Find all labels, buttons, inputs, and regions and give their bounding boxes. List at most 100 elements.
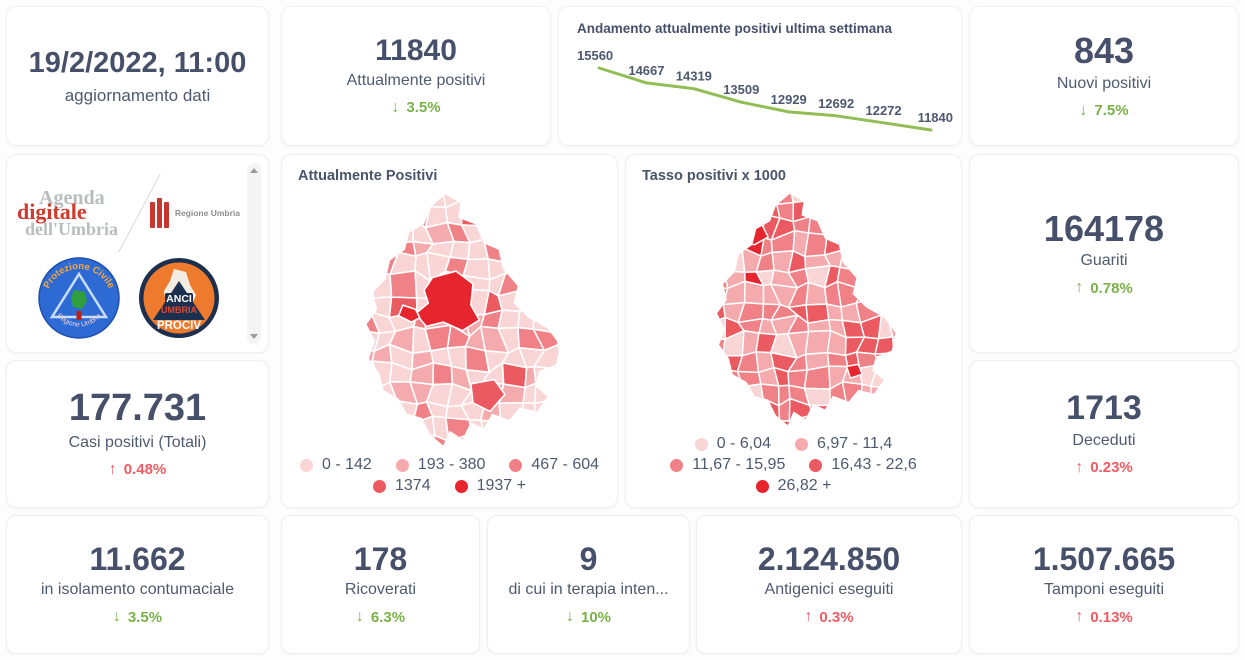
map-region[interactable]	[524, 439, 539, 454]
map-region[interactable]	[393, 400, 419, 425]
map-region[interactable]	[858, 197, 881, 226]
map-region[interactable]	[322, 308, 339, 333]
legend-item[interactable]: 467 - 604	[509, 456, 599, 474]
map-region[interactable]	[693, 186, 714, 208]
map-region[interactable]	[533, 398, 560, 428]
map-region[interactable]	[697, 348, 708, 371]
map-region[interactable]	[742, 418, 762, 433]
map-region[interactable]	[339, 294, 361, 313]
map-region[interactable]	[693, 220, 714, 234]
map-region[interactable]	[705, 381, 732, 406]
legend-item[interactable]: 26,82 +	[755, 477, 831, 495]
map-region[interactable]	[739, 431, 758, 433]
map-region[interactable]	[910, 282, 912, 299]
map-region[interactable]	[910, 400, 912, 424]
map-region[interactable]	[392, 218, 414, 244]
map-region[interactable]	[910, 267, 912, 288]
map-region[interactable]	[854, 418, 879, 433]
map-region[interactable]	[871, 402, 893, 426]
map-region[interactable]	[887, 348, 909, 374]
map-region[interactable]	[449, 240, 471, 261]
map-region[interactable]	[676, 415, 696, 433]
map-region[interactable]	[442, 432, 472, 454]
map-region[interactable]	[393, 203, 414, 226]
map-region[interactable]	[551, 237, 574, 263]
map-region[interactable]	[841, 381, 863, 409]
map-region[interactable]	[410, 186, 436, 208]
map-region[interactable]	[373, 217, 395, 247]
map-region[interactable]	[550, 219, 575, 246]
legend-item[interactable]: 16,43 - 22,6	[809, 456, 917, 474]
map-region[interactable]	[709, 414, 732, 433]
map-region[interactable]	[570, 220, 577, 239]
map-region[interactable]	[572, 364, 577, 381]
map-region[interactable]	[690, 255, 708, 267]
map-region[interactable]	[392, 453, 413, 454]
map-region[interactable]	[570, 201, 577, 224]
map-region[interactable]	[838, 418, 861, 433]
map-region[interactable]	[771, 186, 795, 206]
map-region[interactable]	[322, 421, 342, 436]
map-region[interactable]	[463, 432, 487, 454]
map-region[interactable]	[542, 242, 559, 259]
map-region[interactable]	[696, 316, 709, 340]
map-region[interactable]	[555, 315, 577, 334]
map-region[interactable]	[758, 431, 778, 433]
map-region[interactable]	[910, 421, 912, 433]
map-region[interactable]	[676, 186, 696, 205]
map-region[interactable]	[676, 204, 696, 221]
map-region[interactable]	[358, 296, 375, 313]
map-region[interactable]	[557, 343, 577, 371]
map-region[interactable]	[729, 397, 747, 421]
map-region[interactable]	[839, 186, 864, 207]
map-region[interactable]	[777, 420, 794, 433]
map-region[interactable]	[807, 186, 823, 205]
umbria-choropleth-map[interactable]	[322, 186, 577, 454]
map-region[interactable]	[557, 380, 573, 407]
map-region[interactable]	[573, 295, 577, 318]
map-region[interactable]	[696, 299, 709, 323]
map-region[interactable]	[820, 413, 846, 433]
map-region[interactable]	[496, 435, 527, 454]
map-region[interactable]	[855, 284, 880, 304]
map-region[interactable]	[689, 282, 708, 300]
map-region[interactable]	[373, 205, 399, 226]
map-region[interactable]	[562, 364, 572, 385]
map-region[interactable]	[496, 222, 520, 244]
map-region[interactable]	[551, 186, 577, 204]
map-region[interactable]	[533, 438, 557, 454]
legend-item[interactable]: 6,97 - 11,4	[794, 435, 892, 453]
map-region[interactable]	[500, 240, 525, 264]
map-region[interactable]	[521, 402, 536, 421]
map-region[interactable]	[688, 383, 706, 402]
map-region[interactable]	[497, 309, 521, 330]
map-region[interactable]	[803, 387, 831, 407]
legend-item[interactable]: 193 - 380	[395, 456, 485, 474]
map-region[interactable]	[706, 250, 726, 272]
map-region[interactable]	[821, 202, 842, 223]
map-region[interactable]	[907, 366, 912, 385]
map-region[interactable]	[338, 200, 360, 224]
map-region[interactable]	[676, 316, 696, 338]
map-region[interactable]	[874, 352, 895, 374]
map-region[interactable]	[804, 413, 832, 433]
map-region[interactable]	[704, 338, 726, 357]
map-region[interactable]	[788, 414, 814, 433]
map-region[interactable]	[837, 236, 865, 256]
map-region[interactable]	[536, 253, 559, 283]
map-region[interactable]	[322, 401, 345, 422]
map-region[interactable]	[905, 233, 911, 253]
map-region[interactable]	[891, 336, 906, 354]
scroll-up-icon[interactable]	[250, 168, 258, 173]
map-region[interactable]	[444, 416, 472, 443]
map-region[interactable]	[522, 272, 538, 294]
map-region[interactable]	[574, 186, 577, 209]
map-region[interactable]	[906, 349, 911, 372]
map-region[interactable]	[870, 364, 894, 390]
map-region[interactable]	[757, 418, 781, 433]
map-region[interactable]	[322, 190, 345, 200]
map-region[interactable]	[322, 435, 341, 454]
map-region[interactable]	[858, 249, 879, 272]
map-region[interactable]	[886, 266, 912, 289]
map-region[interactable]	[887, 186, 912, 209]
